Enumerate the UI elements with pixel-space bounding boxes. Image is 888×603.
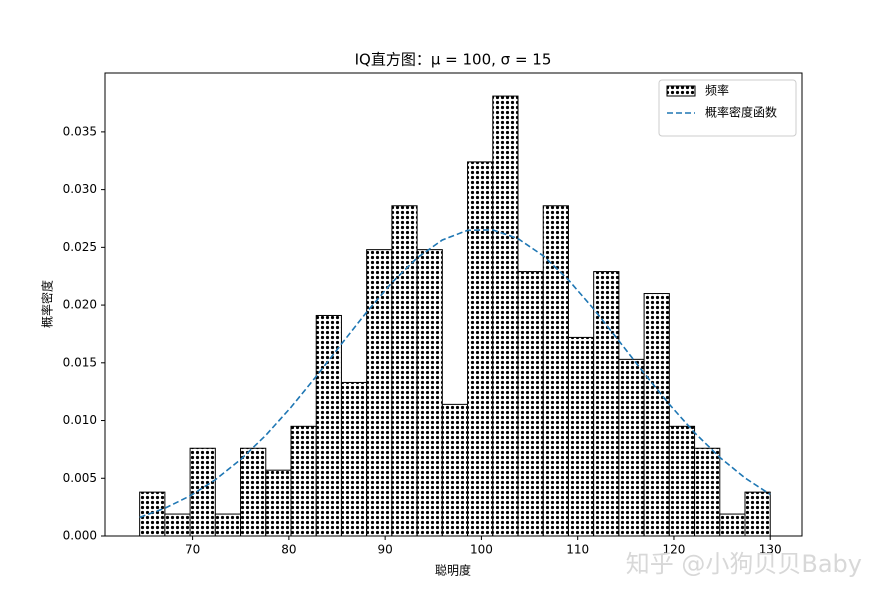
bar xyxy=(542,205,569,537)
legend-label: 概率密度函数 xyxy=(705,105,777,120)
bar xyxy=(164,513,191,537)
bar xyxy=(744,491,771,537)
bar xyxy=(240,447,267,537)
y-tick-label: 0.000 xyxy=(63,529,97,543)
bar xyxy=(567,336,595,537)
watermark: 知乎 @小狗贝贝Baby xyxy=(626,550,862,578)
bar xyxy=(467,161,494,537)
y-tick-label: 0.005 xyxy=(63,471,97,485)
axes-frame xyxy=(104,72,803,537)
y-tick-label: 0.020 xyxy=(63,298,97,312)
bar xyxy=(719,513,746,537)
bar xyxy=(694,447,721,537)
y-tick-label: 0.025 xyxy=(63,240,97,254)
x-tick-label: 120 xyxy=(663,543,686,557)
x-tick-label: 70 xyxy=(185,543,200,557)
legend-label: 频率 xyxy=(705,83,729,98)
bar xyxy=(517,271,544,537)
bar xyxy=(290,425,317,537)
x-tick-label: 110 xyxy=(566,543,589,557)
x-tick-label: 90 xyxy=(378,543,393,557)
bar xyxy=(416,249,443,537)
bar xyxy=(139,491,166,537)
chart-title: IQ直方图：μ = 100, σ = 15 xyxy=(355,51,552,69)
plot-area: 0.000 0.005 0.010 0.015 0.020 0.025 0.030 0.035… xyxy=(63,72,803,557)
bar xyxy=(214,513,242,537)
bar xyxy=(315,314,342,537)
x-axis-label: 聪明度 xyxy=(435,563,471,578)
density-line xyxy=(139,229,771,519)
legend-swatch xyxy=(666,85,696,97)
x-tick-label: 80 xyxy=(281,543,296,557)
bar xyxy=(618,358,645,537)
x-tick-label: 130 xyxy=(759,543,782,557)
y-tick-label: 0.035 xyxy=(63,124,97,138)
x-tick-label: 100 xyxy=(470,543,493,557)
bar xyxy=(189,447,216,537)
bar xyxy=(340,381,368,537)
bar xyxy=(668,425,696,537)
bar xyxy=(593,271,620,537)
y-axis-label: 概率密度 xyxy=(40,280,55,328)
bar xyxy=(366,249,393,537)
y-tick-label: 0.015 xyxy=(63,355,97,369)
y-tick-label: 0.030 xyxy=(63,182,97,196)
bar xyxy=(441,403,469,537)
bar xyxy=(492,95,519,537)
y-tick-label: 0.010 xyxy=(63,413,97,427)
bar xyxy=(265,469,292,537)
bar xyxy=(391,205,418,537)
bar xyxy=(643,293,670,537)
